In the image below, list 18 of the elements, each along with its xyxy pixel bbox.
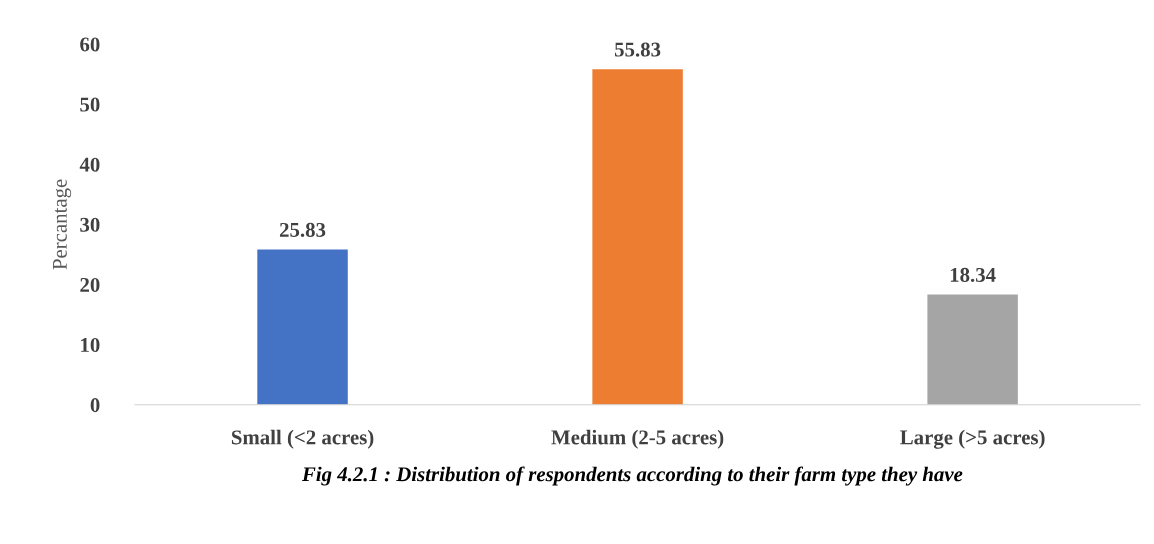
data-label: 55.83 xyxy=(614,42,661,57)
y-tick-label: 0 xyxy=(90,398,100,413)
x-tick-label: Large (>5 acres) xyxy=(900,429,1045,449)
x-tick-label: Small (<2 acres) xyxy=(231,429,374,449)
data-label: 18.34 xyxy=(950,267,996,283)
y-tick-label: 10 xyxy=(81,338,100,353)
y-tick-label: 60 xyxy=(80,37,100,52)
data-label: 25.83 xyxy=(279,222,326,237)
y-axis-title: Percantage xyxy=(52,179,72,270)
bar xyxy=(592,69,683,405)
y-tick-label: 50 xyxy=(80,97,100,112)
bar xyxy=(927,294,1018,405)
y-tick-label: 30 xyxy=(80,217,100,232)
y-tick-label: 20 xyxy=(80,277,100,292)
x-tick-label: Medium (2-5 acres) xyxy=(551,429,724,449)
bar xyxy=(257,249,348,405)
caption: Fig 4.2.1 : Distribution of respondents according to their farm type they have xyxy=(301,466,963,486)
y-tick-label: 40 xyxy=(79,157,100,172)
